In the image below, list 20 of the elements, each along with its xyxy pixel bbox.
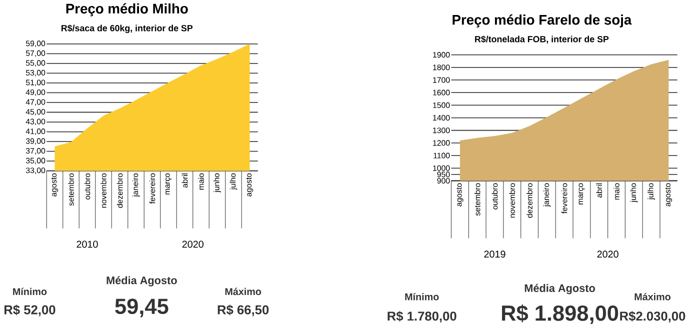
text: 59,45 xyxy=(115,298,168,318)
text: 2010 xyxy=(76,240,98,248)
text: Máximo xyxy=(634,292,670,300)
text: 2019 xyxy=(484,250,506,258)
text: Máximo xyxy=(225,288,262,295)
text: R$ 66,50 xyxy=(218,304,269,316)
text: Mínimo xyxy=(13,288,47,295)
text: Mínimo xyxy=(405,292,439,300)
text: 2020 xyxy=(597,250,618,258)
chart-subtitle: R$/tonelada FOB, interior de SP xyxy=(475,35,609,44)
text: 2020 xyxy=(182,240,204,248)
text: R$ 1.898,00 xyxy=(502,304,618,324)
text: R$ 52,00 xyxy=(4,304,56,316)
text: R$2.030,00 xyxy=(620,310,686,322)
chart-title: Preço médio Milho xyxy=(66,3,188,16)
text: R$ 1.780,00 xyxy=(388,310,456,322)
text: Média Agosto xyxy=(106,276,177,286)
chart-subtitle: R$/saca de 60kg, interior de SP xyxy=(62,24,193,33)
chart-title: Preço médio Farelo de soja xyxy=(452,14,632,28)
text: Média Agosto xyxy=(524,284,595,294)
